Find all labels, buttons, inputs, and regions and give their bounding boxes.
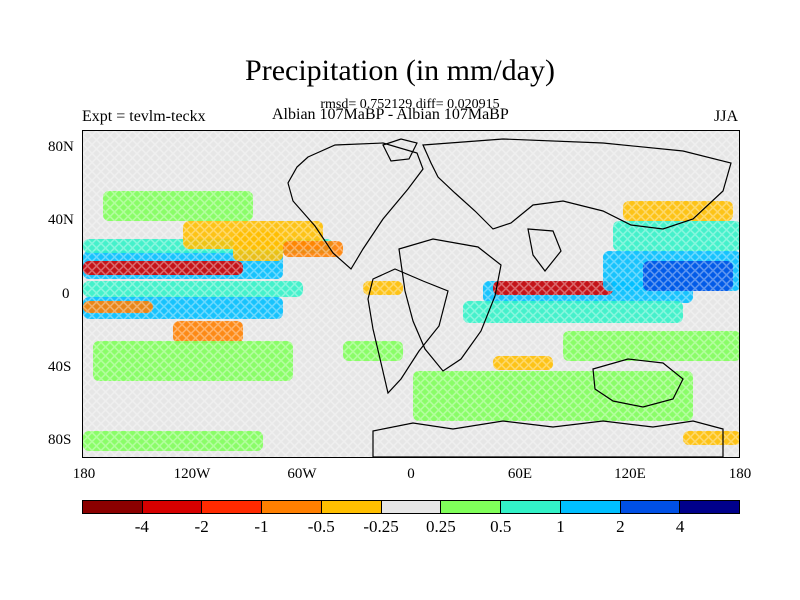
lon-label-0: 0 (407, 466, 415, 482)
colorbar-label-5: 0.25 (426, 517, 456, 536)
season-label: JJA (714, 108, 739, 125)
stats-line: rmsd= 0.752129 diff= 0.020915 (320, 97, 500, 112)
lat-label-80n: 80N (48, 139, 74, 155)
lat-label-40n: 40N (48, 212, 74, 228)
experiment-names: Albian 107MaBP - Albian 107MaBP (272, 106, 509, 123)
colorbar-label-2: -1 (254, 517, 269, 536)
greenland-coast (382, 138, 418, 162)
africa-coast (398, 238, 502, 372)
lon-label-120w: 120W (173, 466, 211, 482)
hatch-overlay (83, 131, 739, 457)
colorbar-swatch-5 (381, 501, 442, 513)
india-coast (527, 228, 562, 272)
lat-label-0: 0 (62, 286, 70, 302)
colorbar-swatch-2 (202, 501, 263, 513)
antarctica-coast (372, 420, 724, 457)
colorbar-swatch-0 (83, 501, 143, 513)
australia-coast (592, 358, 684, 408)
south-america-coast (367, 268, 449, 395)
lon-label-120e: 120E (614, 466, 646, 482)
lon-label-60w: 60W (287, 466, 317, 482)
lon-label-180w: 180 (72, 466, 96, 482)
colorbar-swatch-1 (142, 501, 203, 513)
north-america-coast (287, 142, 424, 270)
colorbar-swatch-10 (680, 501, 740, 513)
map-panel (82, 130, 740, 458)
colorbar-label-3: -0.5 (307, 517, 335, 536)
colorbar-label-8: 2 (616, 517, 625, 536)
colorbar (82, 500, 740, 514)
lat-label-40s: 40S (48, 359, 72, 375)
colorbar-swatch-6 (441, 501, 502, 513)
experiment-label: Expt = tevlm-teckx (82, 108, 206, 125)
lon-label-60e: 60E (507, 466, 533, 482)
colorbar-label-0: -4 (134, 517, 149, 536)
lon-label-180e: 180 (728, 466, 752, 482)
colorbar-swatch-9 (620, 501, 681, 513)
map-canvas (83, 131, 739, 457)
lat-label-80s: 80S (48, 432, 72, 448)
plot-title: Precipitation (in mm/day) (245, 54, 555, 87)
colorbar-label-9: 4 (675, 517, 685, 536)
colorbar-swatch-8 (560, 501, 621, 513)
colorbar-swatch-4 (321, 501, 382, 513)
colorbar-label-1: -2 (194, 517, 209, 536)
colorbar-swatch-7 (501, 501, 561, 513)
colorbar-label-4: -0.25 (363, 517, 399, 536)
colorbar-label-6: 0.5 (490, 517, 512, 536)
colorbar-label-7: 1 (556, 517, 565, 536)
eurasia-coast (422, 138, 732, 230)
coastlines (287, 138, 732, 457)
colorbar-swatch-3 (262, 501, 322, 513)
